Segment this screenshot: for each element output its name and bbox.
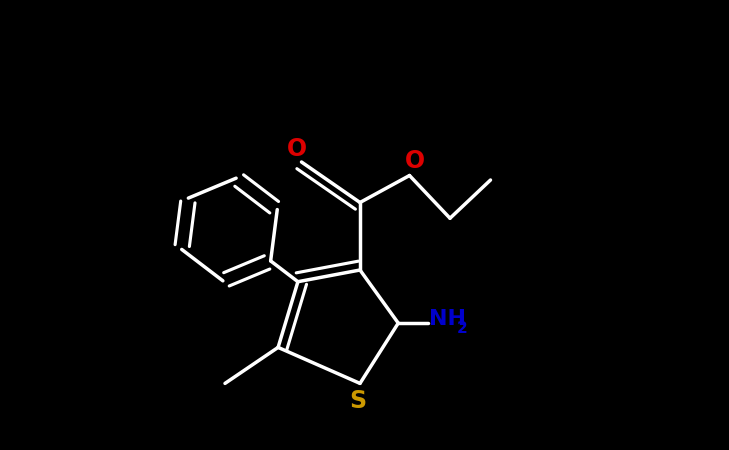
Text: NH: NH — [429, 309, 467, 328]
Text: O: O — [287, 136, 307, 161]
Text: O: O — [405, 149, 425, 173]
Text: 2: 2 — [457, 321, 468, 336]
Text: S: S — [349, 389, 366, 414]
